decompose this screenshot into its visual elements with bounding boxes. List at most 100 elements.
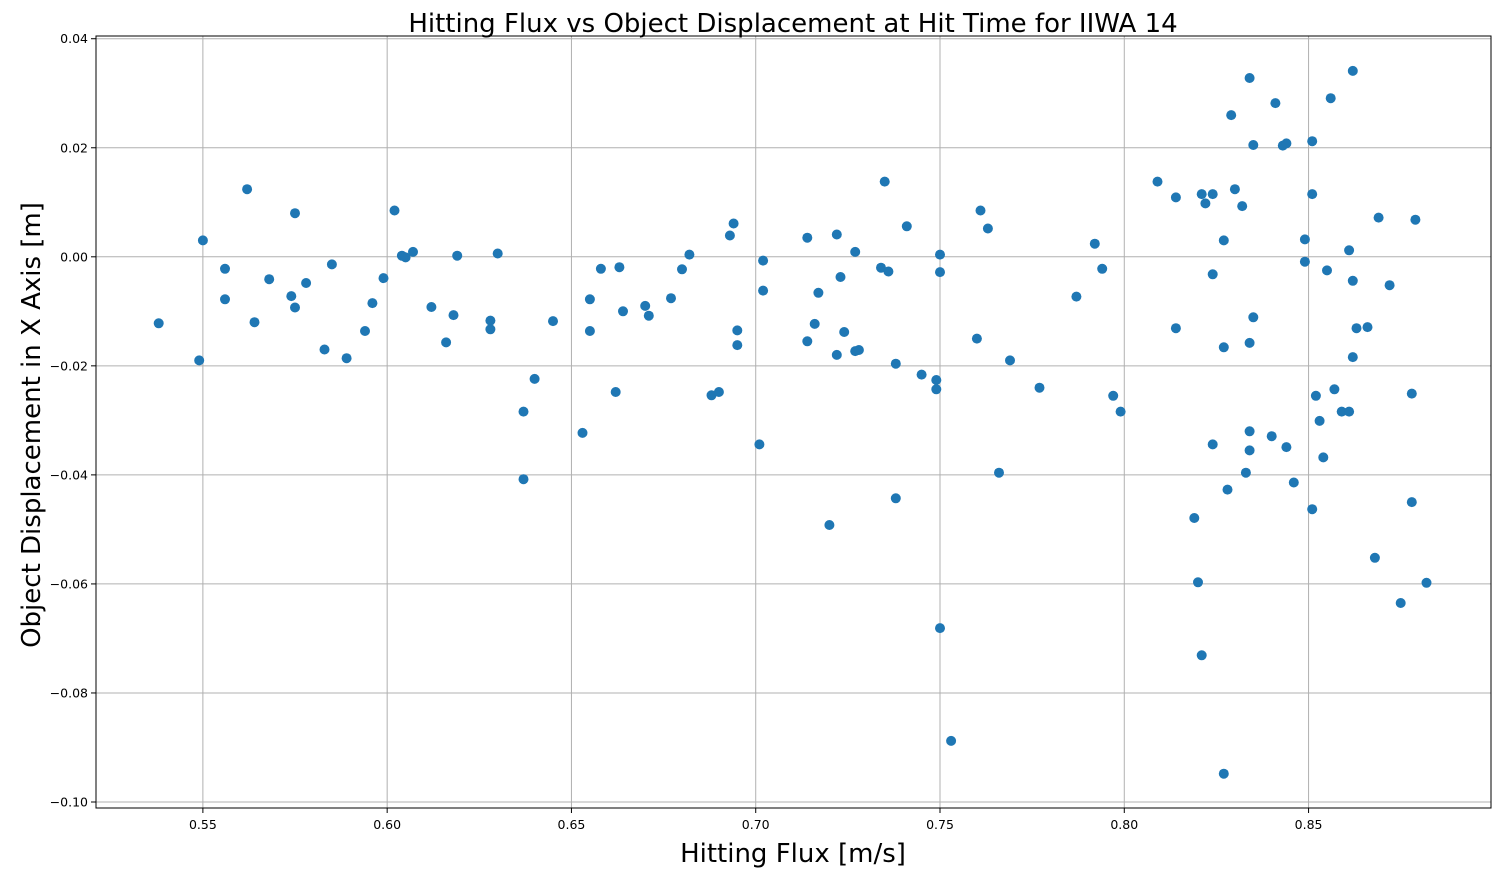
scatter-point — [1229, 184, 1240, 195]
scatter-point — [1406, 497, 1417, 508]
scatter-point — [831, 229, 842, 240]
scatter-point — [426, 302, 437, 312]
y-tick-label: −0.06 — [50, 576, 88, 591]
scatter-point — [1237, 201, 1248, 212]
scatter-point — [935, 267, 945, 278]
scatter-point — [1244, 73, 1255, 83]
scatter-point — [1281, 138, 1292, 149]
scatter-point — [890, 358, 901, 369]
scatter-point — [408, 246, 418, 257]
scatter-point — [1288, 477, 1299, 488]
scatter-point — [839, 327, 850, 337]
scatter-point — [1196, 189, 1207, 200]
x-tick-label: 0.75 — [926, 817, 954, 832]
scatter-point — [1266, 431, 1277, 442]
scatter-point — [1421, 577, 1432, 588]
scatter-point — [1244, 337, 1255, 348]
scatter-point — [1406, 388, 1417, 399]
scatter-point — [813, 287, 824, 298]
scatter-point — [732, 340, 743, 351]
scatter-point — [1244, 445, 1255, 456]
scatter-point — [1299, 234, 1310, 245]
scatter-point — [879, 176, 890, 187]
x-tick-label: 0.80 — [1110, 817, 1138, 832]
scatter-point — [975, 205, 986, 216]
scatter-point — [684, 249, 695, 260]
x-axis-title: Hitting Flux [m/s] — [680, 839, 906, 869]
scatter-point — [584, 294, 595, 305]
scatter-point — [1071, 291, 1082, 302]
chart-title: Hitting Flux vs Object Displacement at H… — [408, 9, 1177, 39]
scatter-point — [1207, 269, 1218, 280]
scatter-point — [614, 262, 625, 273]
scatter-point — [1362, 322, 1373, 333]
scatter-point — [485, 324, 496, 335]
scatter-point — [1325, 93, 1336, 104]
scatter-point — [485, 315, 496, 326]
scatter-point — [640, 300, 651, 311]
x-tick-label: 0.65 — [558, 817, 586, 832]
x-tick-label: 0.55 — [189, 817, 217, 832]
scatter-point — [1089, 238, 1100, 249]
scatter-point — [1344, 245, 1355, 256]
scatter-point — [1373, 212, 1384, 223]
scatter-point — [264, 274, 275, 285]
scatter-point — [1005, 355, 1015, 366]
scatter-point — [1307, 504, 1318, 515]
scatter-point — [1200, 198, 1211, 209]
x-tick-label: 0.70 — [742, 817, 770, 832]
y-tick-label: 0.02 — [60, 140, 88, 155]
scatter-point — [441, 337, 452, 348]
scatter-point — [1218, 235, 1229, 246]
scatter-point — [1189, 513, 1200, 523]
scatter-point — [326, 259, 337, 270]
scatter-point — [1310, 390, 1321, 401]
scatter-point — [1222, 484, 1233, 495]
scatter-point — [153, 318, 164, 329]
y-tick-label: −0.04 — [50, 467, 88, 482]
scatter-point — [802, 336, 813, 347]
scatter-point — [1097, 263, 1108, 274]
scatter-point — [610, 387, 621, 397]
scatter-point — [802, 232, 813, 243]
scatter-point — [1248, 140, 1259, 150]
scatter-point — [618, 306, 628, 317]
scatter-point — [758, 285, 769, 296]
scatter-point — [1240, 467, 1251, 478]
scatter-point — [946, 735, 957, 746]
scatter-point — [724, 230, 735, 241]
scatter-point — [1369, 552, 1380, 563]
scatter-point — [1207, 439, 1218, 450]
scatter-point — [194, 355, 205, 366]
scatter-point — [1299, 256, 1310, 267]
scatter-point — [220, 294, 230, 305]
x-tick-label: 0.85 — [1295, 817, 1323, 832]
scatter-point — [220, 263, 230, 274]
scatter-point — [809, 318, 820, 329]
scatter-point — [824, 520, 835, 530]
scatter-point — [319, 344, 330, 355]
scatter-point — [249, 317, 260, 328]
scatter-point — [935, 623, 945, 634]
scatter-point — [890, 493, 901, 504]
plot-frame — [95, 35, 1492, 809]
scatter-point — [1170, 192, 1181, 203]
scatter-point — [1152, 176, 1163, 187]
y-tick-label: −0.08 — [50, 685, 88, 700]
scatter-point — [1281, 442, 1292, 453]
scatter-point — [994, 467, 1004, 478]
y-tick-label: −0.02 — [50, 358, 88, 373]
scatter-point — [1207, 189, 1218, 200]
scatter-point — [935, 249, 945, 260]
scatter-point — [876, 262, 886, 273]
scatter-point — [1347, 65, 1358, 76]
scatter-point — [1244, 426, 1255, 437]
scatter-point — [732, 325, 743, 336]
scatter-point — [492, 248, 503, 259]
scatter-point — [577, 427, 588, 438]
scatter-point — [378, 273, 389, 284]
scatter-point — [758, 255, 769, 266]
scatter-point — [666, 293, 676, 304]
